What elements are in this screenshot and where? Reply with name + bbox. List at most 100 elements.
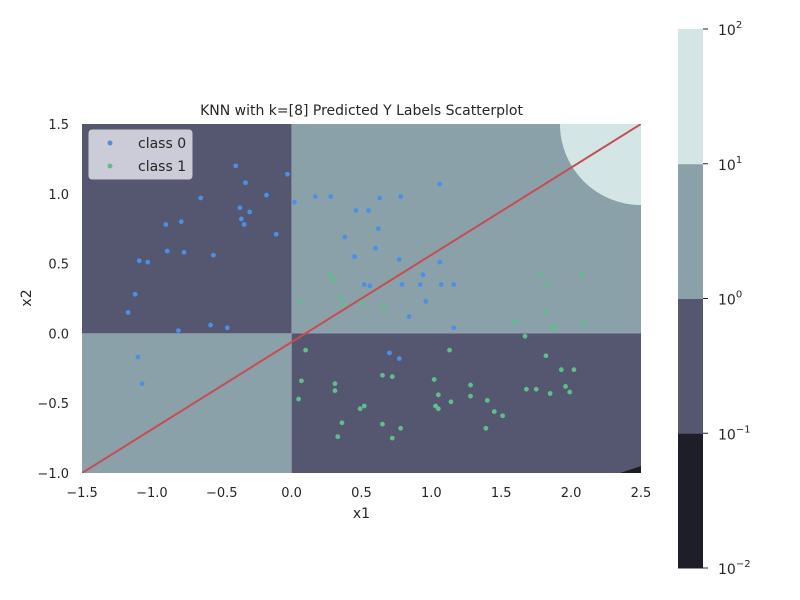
y-axis: −1.0 −0.5 0.0 0.5 1.0 1.5 (37, 118, 69, 482)
point-class-1 (543, 353, 549, 359)
point-class-1 (491, 409, 497, 414)
point-class-1 (567, 389, 573, 395)
point-class-0 (210, 252, 216, 258)
colorbar-band (678, 163, 703, 299)
y-tick-label: 0.5 (48, 258, 69, 273)
point-class-0 (373, 245, 378, 251)
colorbar-bands (678, 29, 703, 569)
x-axis-label: x1 (353, 506, 370, 522)
point-class-1 (563, 384, 568, 389)
point-class-0 (437, 259, 443, 265)
point-class-1 (447, 347, 452, 353)
colorbar-tick-label: 101 (718, 155, 742, 174)
colorbar-tick-label: 10−1 (718, 424, 751, 443)
point-class-0 (387, 350, 392, 356)
point-class-1 (296, 396, 302, 402)
point-class-1 (468, 382, 473, 388)
point-class-0 (312, 194, 318, 199)
point-class-1 (342, 303, 348, 308)
colorbar-tick-label: 102 (718, 20, 742, 39)
point-class-0 (135, 354, 141, 360)
point-class-1 (448, 399, 454, 405)
point-class-1 (581, 321, 587, 327)
point-class-1 (522, 333, 528, 339)
point-class-0 (181, 250, 187, 255)
point-class-0 (375, 226, 381, 232)
point-class-1 (389, 435, 395, 441)
point-class-1 (558, 367, 564, 373)
point-class-1 (435, 406, 441, 412)
scatter-points (82, 124, 641, 473)
point-class-1 (339, 420, 345, 426)
legend-marker-class-0 (107, 140, 113, 146)
y-tick-label: 0.0 (48, 327, 69, 342)
x-tick-label: 1.0 (421, 486, 442, 501)
region-bottom-right-sliver (620, 466, 641, 473)
y-tick-label: −1.0 (37, 467, 69, 482)
point-class-1 (338, 296, 343, 301)
point-class-0 (451, 325, 457, 331)
point-class-1 (544, 282, 550, 287)
point-class-0 (342, 234, 348, 240)
point-class-1 (335, 434, 341, 440)
point-class-0 (176, 328, 181, 334)
point-class-0 (396, 356, 402, 361)
point-class-0 (423, 298, 429, 304)
point-class-0 (328, 194, 334, 199)
point-class-1 (398, 425, 404, 431)
x-tick-label: −1.5 (66, 486, 98, 501)
point-class-1 (484, 398, 490, 403)
point-class-0 (406, 314, 412, 320)
y-tick-label: 1.5 (48, 118, 69, 133)
region-bottom-left (82, 333, 292, 473)
x-tick-label: 2.0 (561, 486, 582, 501)
point-class-1 (331, 277, 336, 283)
series-class-1 (296, 272, 587, 441)
legend-marker-class-1 (107, 163, 113, 169)
point-class-1 (361, 403, 367, 409)
point-class-0 (264, 192, 269, 198)
y-tick-label: 1.0 (48, 188, 69, 203)
x-tick-label: 2.5 (631, 486, 652, 501)
point-class-0 (352, 254, 357, 260)
point-class-1 (547, 391, 553, 396)
point-class-1 (543, 310, 549, 315)
reference-line (82, 124, 641, 473)
point-class-0 (366, 208, 371, 213)
point-class-0 (208, 322, 213, 328)
point-class-0 (224, 325, 230, 331)
point-class-0 (164, 248, 170, 254)
x-tick-label: −1.0 (136, 486, 168, 501)
x-tick-label: 0.0 (281, 486, 302, 501)
point-class-1 (533, 386, 539, 392)
point-class-0 (438, 282, 444, 287)
point-class-0 (437, 181, 443, 187)
point-class-1 (380, 421, 385, 427)
region-bottom-right (291, 333, 641, 473)
point-class-0 (285, 171, 290, 177)
point-class-1 (571, 367, 577, 373)
point-class-0 (377, 195, 383, 201)
point-class-0 (396, 257, 402, 262)
y-tick-label: −0.5 (37, 397, 69, 412)
region-top-right-corner (559, 124, 641, 206)
point-class-0 (238, 216, 244, 222)
point-class-1 (299, 378, 304, 384)
point-class-0 (145, 259, 151, 265)
point-class-0 (237, 205, 243, 211)
x-tick-label: −0.5 (206, 486, 238, 501)
point-class-0 (163, 222, 169, 227)
point-class-1 (359, 300, 364, 306)
colorbar-tick-label: 10−2 (718, 559, 751, 578)
legend-label-class-0: class 0 (138, 136, 186, 152)
point-class-1 (435, 392, 441, 398)
point-class-0 (273, 231, 279, 237)
point-class-0 (241, 222, 247, 227)
point-class-1 (468, 393, 473, 399)
plot-area (82, 124, 641, 473)
point-class-1 (483, 425, 489, 431)
point-class-1 (579, 272, 585, 278)
point-class-1 (328, 272, 334, 278)
point-class-1 (512, 319, 518, 325)
